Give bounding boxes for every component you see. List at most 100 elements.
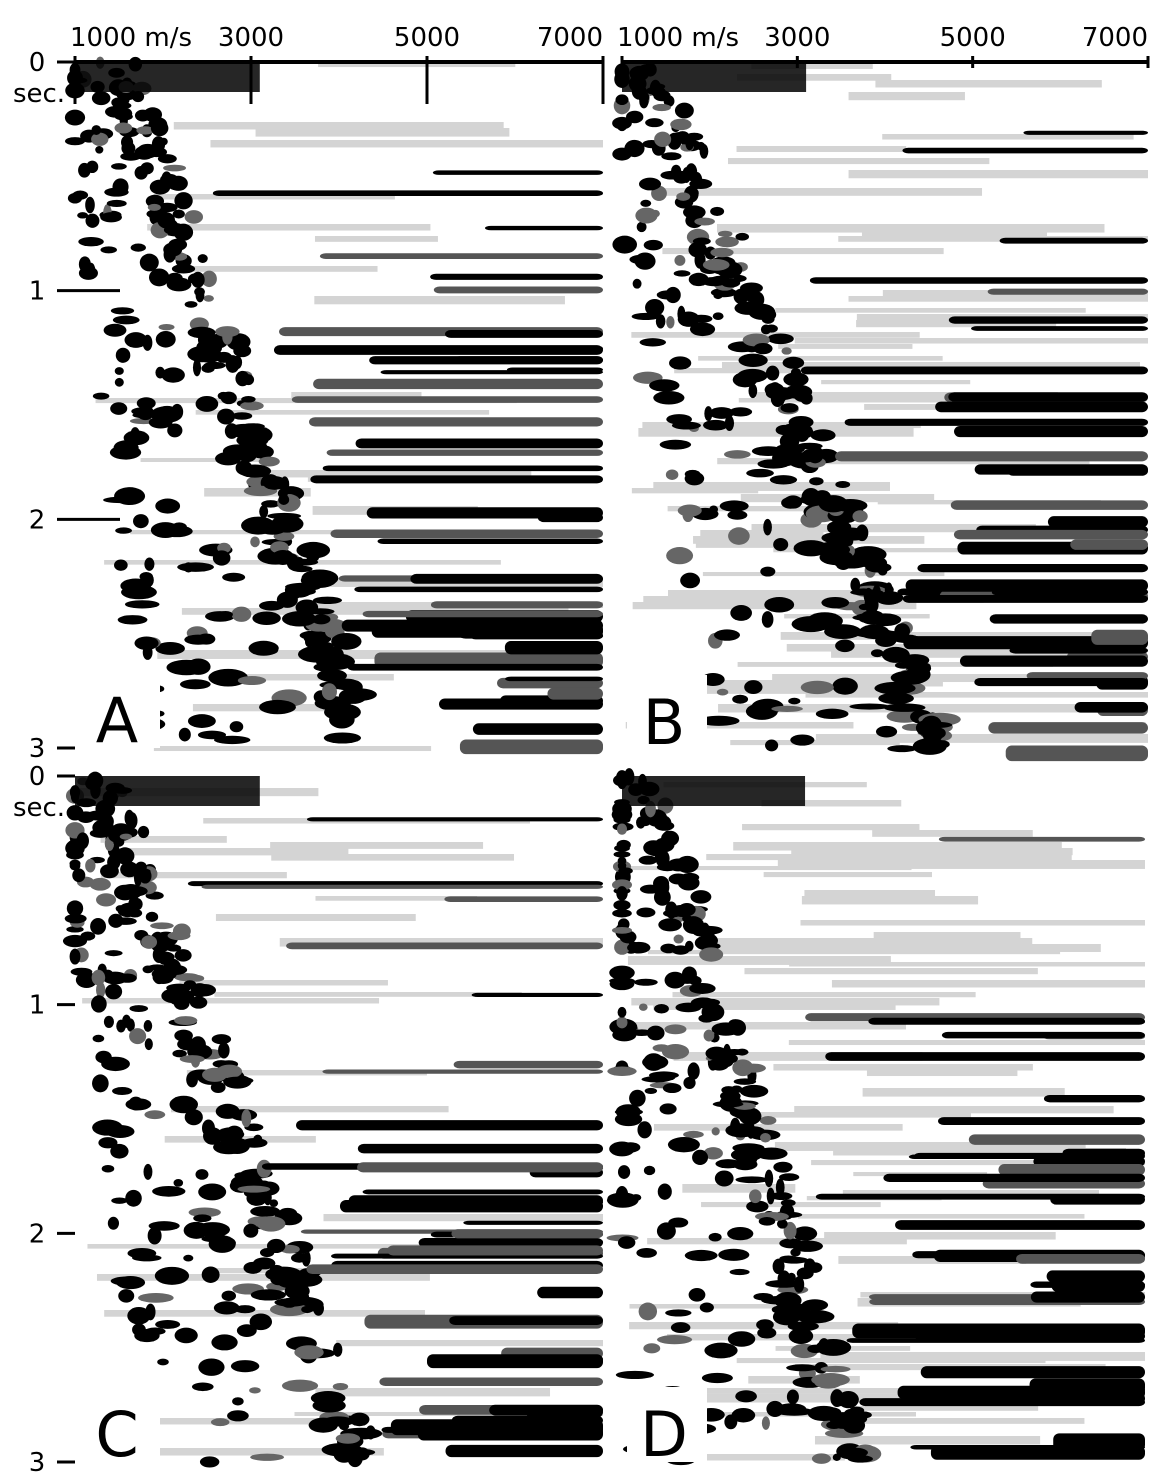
texture xyxy=(617,1006,627,1018)
texture xyxy=(70,967,93,976)
texture xyxy=(671,421,701,430)
texture xyxy=(820,1365,851,1373)
texture xyxy=(775,308,1086,313)
texture xyxy=(710,206,725,217)
texture xyxy=(792,1226,818,1241)
texture xyxy=(69,948,81,965)
texture xyxy=(677,504,702,517)
texture xyxy=(668,1217,689,1228)
texture xyxy=(689,314,713,323)
texture xyxy=(647,1238,907,1245)
texture xyxy=(720,1090,741,1102)
texture xyxy=(835,451,1148,462)
texture xyxy=(314,236,438,242)
texture xyxy=(764,382,785,397)
texture xyxy=(680,572,701,589)
texture xyxy=(213,1301,240,1315)
texture xyxy=(163,242,183,257)
texture xyxy=(615,1104,641,1120)
texture xyxy=(163,164,187,172)
texture xyxy=(702,572,945,577)
texture xyxy=(853,588,874,596)
texture xyxy=(800,391,813,405)
texture xyxy=(710,247,734,258)
texture xyxy=(674,254,686,266)
texture xyxy=(718,1248,750,1261)
texture xyxy=(1009,647,1148,654)
texture xyxy=(848,170,1148,179)
seismic-panel: 1000 m/s 3000 5000 7000 B xyxy=(612,23,1150,762)
texture xyxy=(736,146,907,152)
texture xyxy=(96,893,117,907)
texture xyxy=(959,655,1148,667)
texture xyxy=(672,132,684,139)
texture xyxy=(276,591,298,608)
texture xyxy=(472,723,603,735)
texture xyxy=(673,934,684,944)
texture xyxy=(78,237,104,247)
texture xyxy=(948,316,1148,324)
texture xyxy=(214,992,522,997)
texture xyxy=(832,677,858,695)
texture xyxy=(844,1447,868,1458)
texture xyxy=(874,681,916,695)
texture xyxy=(322,1069,603,1074)
texture xyxy=(831,1397,847,1407)
texture xyxy=(120,578,152,594)
texture xyxy=(1046,1386,1145,1394)
texture xyxy=(445,330,603,338)
texture xyxy=(903,636,1148,650)
texture xyxy=(656,290,679,300)
texture xyxy=(820,1352,1145,1361)
texture xyxy=(737,368,768,383)
x-tick-label: 3000 xyxy=(764,23,830,53)
texture xyxy=(98,1137,118,1149)
texture xyxy=(631,488,759,494)
texture xyxy=(1070,539,1148,550)
texture xyxy=(681,966,697,982)
texture xyxy=(201,270,217,288)
texture xyxy=(660,943,677,954)
texture xyxy=(128,1096,144,1111)
texture xyxy=(662,1083,682,1094)
texture xyxy=(735,1176,769,1184)
texture xyxy=(875,80,1102,88)
texture xyxy=(797,1214,1085,1219)
texture xyxy=(309,417,603,427)
texture xyxy=(636,907,656,918)
y-tick-label: 1 xyxy=(29,991,46,1021)
texture xyxy=(100,212,122,223)
texture xyxy=(824,1232,1056,1240)
texture xyxy=(971,326,1148,331)
texture xyxy=(85,196,95,214)
texture xyxy=(161,525,193,538)
texture xyxy=(706,854,1072,861)
texture xyxy=(613,851,631,858)
y-axis-label: sec. xyxy=(13,793,65,823)
texture xyxy=(792,1240,823,1252)
texture xyxy=(449,1316,603,1325)
texture xyxy=(173,122,504,130)
texture xyxy=(775,1178,785,1197)
texture xyxy=(794,1106,1114,1114)
texture xyxy=(369,356,603,365)
texture xyxy=(695,542,826,548)
texture xyxy=(1047,516,1148,528)
texture xyxy=(704,1342,738,1359)
texture xyxy=(780,403,799,413)
texture xyxy=(505,676,603,682)
texture xyxy=(673,170,690,184)
texture xyxy=(708,1232,722,1242)
texture xyxy=(835,481,851,489)
texture xyxy=(1074,701,1148,713)
texture xyxy=(788,1328,814,1345)
x-tick-label: 7000 xyxy=(537,23,603,53)
texture xyxy=(270,470,532,478)
texture xyxy=(606,1192,639,1208)
texture xyxy=(161,367,185,383)
texture xyxy=(905,579,1148,592)
texture xyxy=(894,623,911,639)
texture xyxy=(218,1042,230,1059)
texture xyxy=(313,378,603,390)
texture xyxy=(626,866,912,871)
